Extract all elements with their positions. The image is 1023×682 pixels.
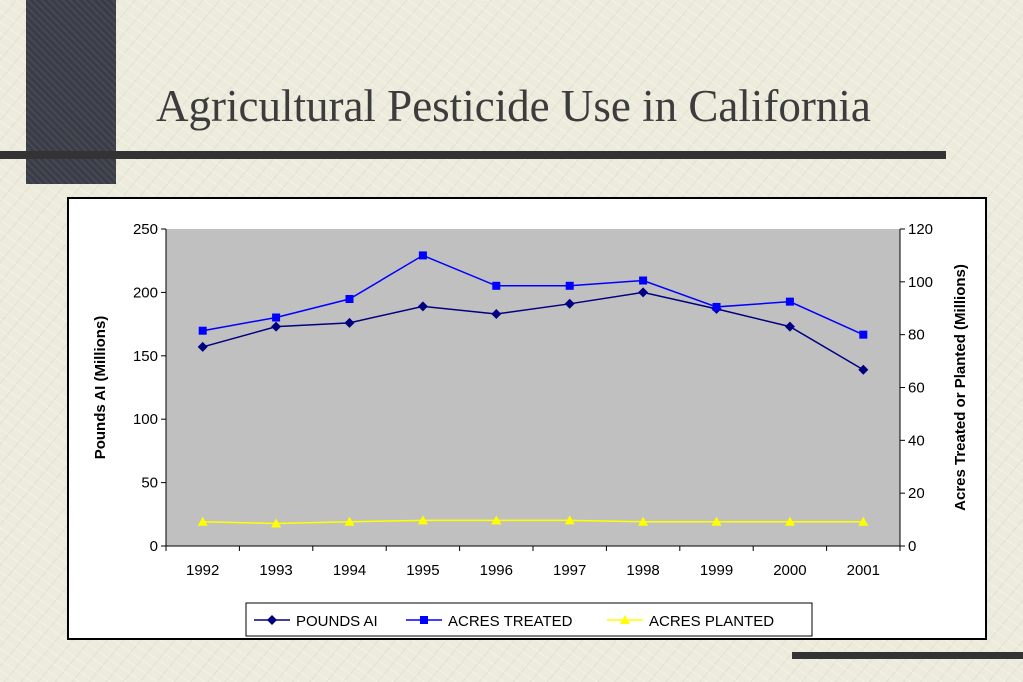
line-chart: 0 50 100 150 200 250 0 20 40 60 80 100 120 1992 1993 19… xyxy=(92,221,969,637)
data-point xyxy=(271,321,282,332)
y-tick-label: 100 xyxy=(133,411,158,428)
x-tick-label: 1992 xyxy=(186,562,219,579)
chart-container: 0 50 100 150 200 250 0 20 40 60 80 100 120 1992 1993 19… xyxy=(67,197,987,640)
plot-area xyxy=(166,229,900,546)
data-point xyxy=(785,297,794,306)
legend-entry: ACRES PLANTED xyxy=(607,613,774,630)
series-pounds-ai xyxy=(197,287,869,375)
data-point xyxy=(492,281,501,290)
title-underline-rule xyxy=(0,151,946,159)
x-tick-label: 1998 xyxy=(626,562,659,579)
series-acres-treated xyxy=(198,251,868,339)
data-point xyxy=(564,298,575,309)
legend-entry: ACRES TREATED xyxy=(406,613,573,630)
data-point xyxy=(784,321,795,332)
y-tick-label: 0 xyxy=(150,538,158,555)
x-tick-label: 1993 xyxy=(259,562,292,579)
legend-marker xyxy=(620,615,630,624)
data-point xyxy=(859,330,868,339)
data-point xyxy=(639,276,648,285)
y-axis-label: Pounds AI (Millions) xyxy=(92,316,109,460)
y2-tick-label: 20 xyxy=(908,485,925,502)
data-point xyxy=(198,326,207,335)
legend-marker xyxy=(420,616,428,624)
x-tick-label: 1994 xyxy=(333,562,366,579)
legend-box xyxy=(245,602,813,637)
series-acres-planted xyxy=(197,515,869,528)
legend-entry: POUNDS AI xyxy=(254,613,378,630)
data-point xyxy=(491,515,502,525)
legend-label: ACRES TREATED xyxy=(448,613,573,630)
data-point xyxy=(564,515,575,525)
y2-tick-label: 80 xyxy=(908,327,925,344)
x-tick-label: 2000 xyxy=(773,562,806,579)
y2-tick-label: 60 xyxy=(908,380,925,397)
data-point xyxy=(712,302,721,311)
y2-tick-label: 100 xyxy=(908,274,933,291)
axes-group: 0 50 100 150 200 250 0 20 40 60 80 100 120 1992 1993 19… xyxy=(133,221,933,579)
data-point xyxy=(272,313,281,322)
x-tick-label: 1996 xyxy=(480,562,513,579)
data-point xyxy=(344,317,355,328)
y-tick-label: 50 xyxy=(141,475,158,492)
data-point xyxy=(565,281,574,290)
legend-label: ACRES PLANTED xyxy=(649,613,774,630)
data-point xyxy=(638,516,649,526)
y2-axis-label: Acres Treated or Planted (Millions) xyxy=(952,264,969,511)
data-point xyxy=(344,516,355,526)
y-tick-label: 150 xyxy=(133,348,158,365)
data-point xyxy=(858,364,869,375)
legend-marker xyxy=(267,615,277,625)
series-group xyxy=(197,251,869,528)
x-tick-label: 2001 xyxy=(847,562,880,579)
y-tick-label: 250 xyxy=(133,221,158,238)
series-line xyxy=(202,254,864,336)
x-tick-label: 1997 xyxy=(553,562,586,579)
data-point xyxy=(417,301,428,312)
chart-legend: POUNDS AI ACRES TREATED ACRES PLANTED xyxy=(245,602,813,637)
data-point xyxy=(417,515,428,525)
y2-tick-label: 120 xyxy=(908,221,933,238)
data-point xyxy=(711,516,722,526)
data-point xyxy=(197,341,208,352)
slide-title: Agricultural Pesticide Use in California xyxy=(156,81,871,131)
data-point xyxy=(784,516,795,526)
y2-tick-label: 40 xyxy=(908,432,925,449)
legend-label: POUNDS AI xyxy=(296,613,378,630)
x-tick-label: 1995 xyxy=(406,562,439,579)
data-point xyxy=(491,308,502,319)
y2-tick-label: 0 xyxy=(908,538,916,555)
data-point xyxy=(418,251,427,260)
y-tick-label: 200 xyxy=(133,284,158,301)
x-tick-label: 1999 xyxy=(700,562,733,579)
data-point xyxy=(197,516,208,526)
series-line xyxy=(202,519,864,525)
data-point xyxy=(858,516,869,526)
data-point xyxy=(638,287,649,298)
series-line xyxy=(202,291,864,371)
data-point xyxy=(271,518,282,528)
bottom-corner-rule xyxy=(792,652,1023,659)
data-point xyxy=(345,295,354,304)
